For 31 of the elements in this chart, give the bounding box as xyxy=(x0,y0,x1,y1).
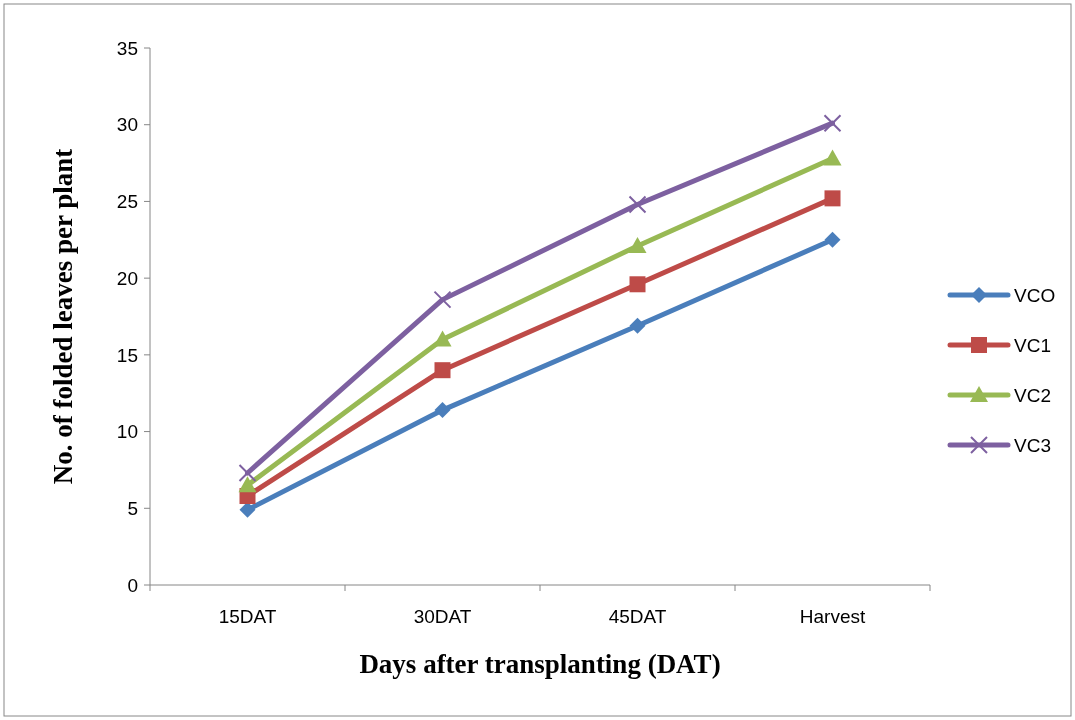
y-tick-label: 0 xyxy=(127,574,138,596)
point xyxy=(629,317,646,334)
legend-label: VC1 xyxy=(1014,334,1051,356)
x-axis-title: Days after transplanting (DAT) xyxy=(359,649,721,679)
y-tick-label: 35 xyxy=(116,37,138,59)
point xyxy=(629,276,646,293)
y-tick-label: 15 xyxy=(116,344,138,366)
x-tick-label: 45DAT xyxy=(608,606,667,627)
point xyxy=(823,149,842,166)
point xyxy=(628,195,647,214)
y-axis-title: No. of folded leaves per plant xyxy=(48,148,78,485)
y-tick-label: 30 xyxy=(116,114,138,136)
y-tick-label: 20 xyxy=(116,267,138,289)
point xyxy=(238,476,257,493)
legend-label: VCO xyxy=(1014,284,1056,306)
x-tick-label: Harvest xyxy=(799,606,866,627)
x-tick-label: 30DAT xyxy=(413,606,472,627)
point xyxy=(434,402,451,419)
point xyxy=(238,464,257,482)
x-tick-label: 15DAT xyxy=(218,606,277,627)
y-tick-label: 5 xyxy=(127,497,138,519)
point xyxy=(823,114,842,133)
point xyxy=(824,190,841,207)
point xyxy=(433,290,452,309)
point xyxy=(824,231,841,248)
y-tick-label: 10 xyxy=(116,421,138,443)
point xyxy=(434,362,451,379)
legend-label: VC3 xyxy=(1014,434,1051,456)
legend-label: VC2 xyxy=(1014,384,1051,406)
point xyxy=(628,236,647,253)
y-tick-label: 25 xyxy=(116,191,138,213)
